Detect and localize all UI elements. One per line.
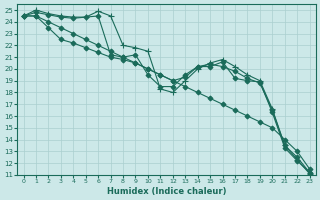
X-axis label: Humidex (Indice chaleur): Humidex (Indice chaleur) — [107, 187, 226, 196]
